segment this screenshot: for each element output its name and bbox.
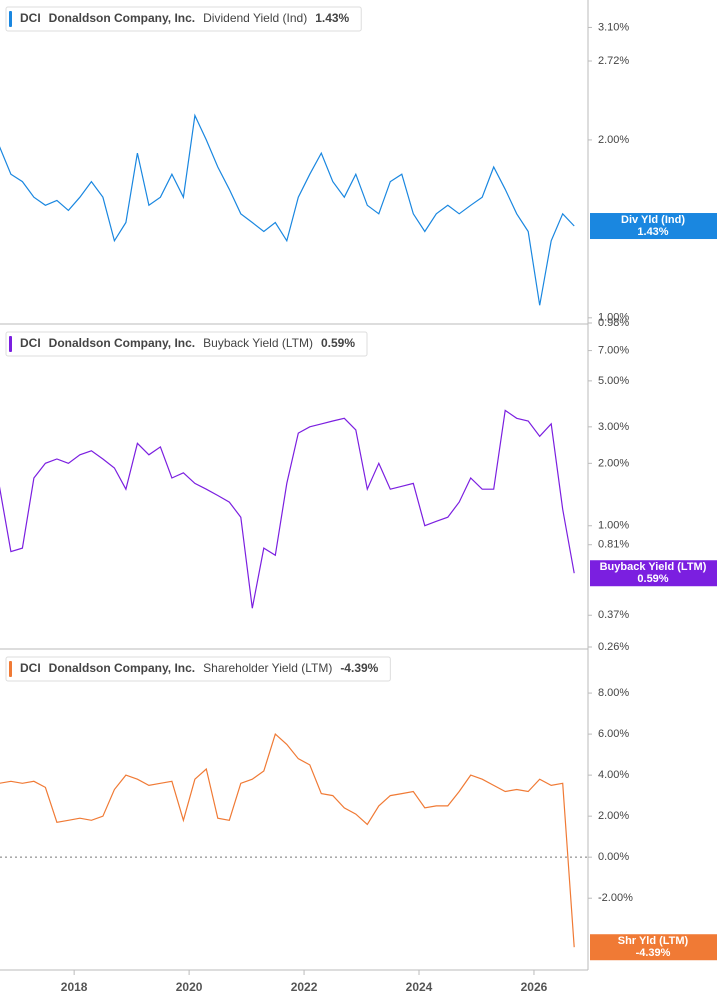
value-tag-value: -4.39%: [636, 947, 671, 959]
y-tick-label: 4.00%: [598, 769, 629, 781]
value-tag-name: Div Yld (Ind): [621, 214, 685, 226]
series-line: [0, 733, 575, 948]
value-tag-value: 1.43%: [637, 226, 668, 238]
series-line: [0, 113, 575, 306]
y-tick-label: -2.00%: [598, 892, 633, 904]
company: Donaldson Company, Inc.: [49, 661, 195, 675]
legend-box: [5, 6, 362, 32]
value-tag-value: 0.59%: [637, 573, 668, 585]
x-tick-label: 2018: [61, 980, 88, 994]
y-tick-label: 0.00%: [598, 851, 629, 863]
y-tick-label: 2.00%: [598, 134, 629, 146]
x-tick-label: 2026: [521, 980, 548, 994]
legend-swatch: [9, 661, 12, 677]
legend-swatch: [9, 336, 12, 352]
y-tick-label: 0.81%: [598, 539, 629, 551]
current-value: 1.43%: [315, 11, 349, 25]
ticker: DCI: [20, 11, 41, 25]
y-tick-label: 0.98%: [598, 317, 629, 329]
value-tag: [590, 934, 717, 961]
ticker: DCI: [20, 661, 41, 675]
y-tick-label: 0.37%: [598, 609, 629, 621]
legend-box: [5, 656, 391, 682]
series-line: [0, 409, 575, 609]
y-tick-label: 7.00%: [598, 344, 629, 356]
y-tick-label: 3.10%: [598, 21, 629, 33]
legend-box: [5, 331, 368, 357]
y-tick-label: 2.72%: [598, 55, 629, 67]
value-tag: [590, 560, 717, 587]
value-tag-name: Shr Yld (LTM): [618, 935, 689, 947]
metric-title: Buyback Yield (LTM): [203, 336, 313, 350]
metric-title: Dividend Yield (Ind): [203, 11, 307, 25]
metric-title: Shareholder Yield (LTM): [203, 661, 332, 675]
y-tick-label: 2.00%: [598, 810, 629, 822]
y-tick-label: 1.00%: [598, 520, 629, 532]
x-tick-label: 2022: [291, 980, 318, 994]
legend-swatch: [9, 11, 12, 27]
y-tick-label: 1.00%: [598, 312, 629, 324]
y-tick-label: 3.00%: [598, 421, 629, 433]
company: Donaldson Company, Inc.: [49, 11, 195, 25]
ticker: DCI: [20, 336, 41, 350]
y-tick-label: 5.00%: [598, 375, 629, 387]
x-tick-label: 2020: [176, 980, 203, 994]
y-tick-label: 0.26%: [598, 641, 629, 653]
y-tick-label: 6.00%: [598, 728, 629, 740]
current-value: -4.39%: [340, 661, 378, 675]
company: Donaldson Company, Inc.: [49, 336, 195, 350]
value-tag-name: Buyback Yield (LTM): [600, 561, 707, 573]
x-tick-label: 2024: [406, 980, 433, 994]
y-tick-label: 8.00%: [598, 687, 629, 699]
y-tick-label: 2.00%: [598, 457, 629, 469]
current-value: 0.59%: [321, 336, 355, 350]
value-tag: [590, 213, 717, 240]
